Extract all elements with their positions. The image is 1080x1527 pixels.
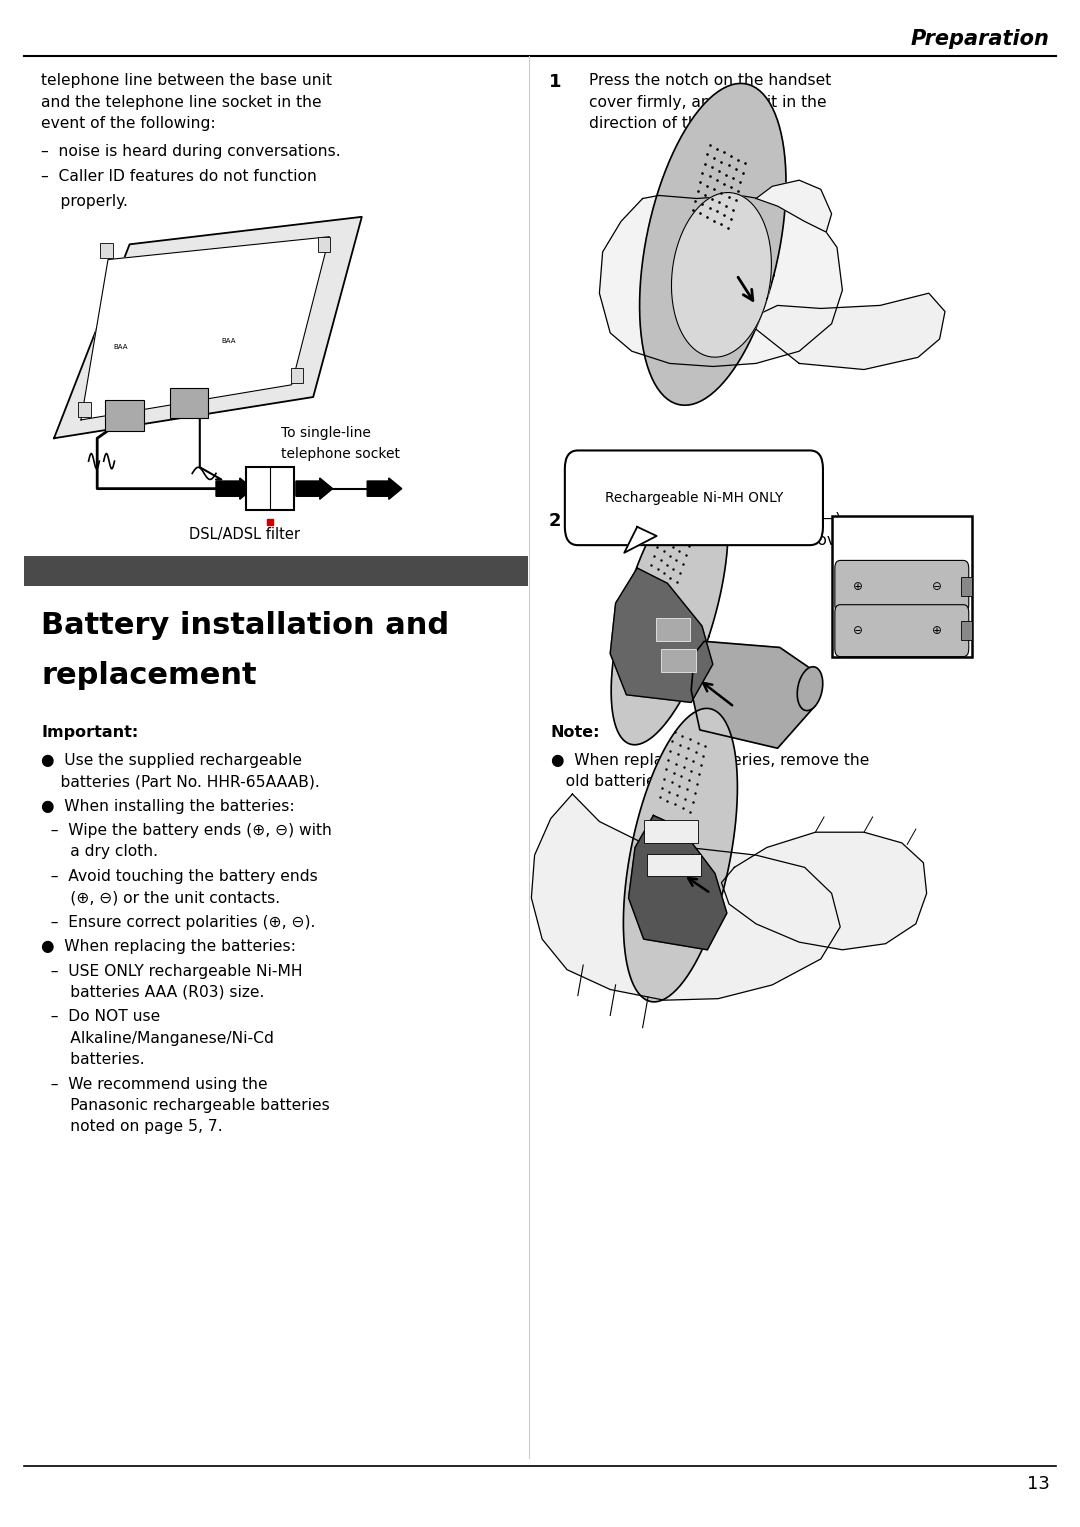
Text: cover firmly, and slide it in the: cover firmly, and slide it in the [589,95,826,110]
Bar [24,556,528,586]
Text: and the telephone line socket in the: and the telephone line socket in the [41,95,322,110]
Text: batteries.: batteries. [41,1052,145,1067]
Text: Important:: Important: [41,725,138,741]
Text: –  Avoid touching the battery ends: – Avoid touching the battery ends [41,869,318,884]
Text: end first. Close the handset cover.: end first. Close the handset cover. [589,533,855,548]
Text: Preparation: Preparation [910,29,1050,49]
Text: (⊕, ⊖) or the unit contacts.: (⊕, ⊖) or the unit contacts. [41,890,280,906]
Text: Panasonic rechargeable batteries: Panasonic rechargeable batteries [41,1098,329,1113]
Bar [644,820,698,843]
FancyBboxPatch shape [835,605,969,657]
Polygon shape [691,641,815,748]
Text: Alkaline/Manganese/Ni-Cd: Alkaline/Manganese/Ni-Cd [41,1031,274,1046]
Text: event of the following:: event of the following: [41,116,216,131]
Text: –  Do NOT use: – Do NOT use [41,1009,160,1025]
Ellipse shape [797,667,823,710]
Text: ⊕: ⊕ [853,580,863,592]
Text: direction of the arrow.: direction of the arrow. [589,116,759,131]
Text: old batteries.: old batteries. [551,774,669,789]
Polygon shape [672,192,771,357]
Polygon shape [610,568,713,702]
FancyArrow shape [296,478,333,499]
Polygon shape [756,180,832,232]
Text: Note:: Note: [551,725,600,741]
Polygon shape [721,832,927,950]
Polygon shape [81,237,329,420]
Text: –  noise is heard during conversations.: – noise is heard during conversations. [41,144,340,159]
Text: Insert the batteries negative (−): Insert the batteries negative (−) [589,512,840,527]
Text: To single-line: To single-line [281,426,370,440]
FancyArrow shape [367,478,402,499]
Polygon shape [624,527,657,553]
Text: ⊖: ⊖ [932,580,942,592]
Text: –  Ensure correct polarities (⊕, ⊖).: – Ensure correct polarities (⊕, ⊖). [41,915,315,930]
Polygon shape [54,217,362,438]
Bar [246,467,294,510]
Text: ⊕: ⊕ [932,625,942,637]
Text: batteries (Part No. HHR-65AAAB).: batteries (Part No. HHR-65AAAB). [41,774,320,789]
Bar [961,621,972,640]
Text: Rechargeable Ni-MH ONLY: Rechargeable Ni-MH ONLY [605,490,783,505]
FancyArrow shape [216,478,253,499]
Bar [647,854,701,876]
Text: ⊖: ⊖ [853,625,863,637]
Text: 13: 13 [1027,1475,1050,1493]
Text: telephone line between the base unit: telephone line between the base unit [41,73,332,89]
Text: ●  Use the supplied rechargeable: ● Use the supplied rechargeable [41,753,302,768]
Bar [170,388,208,418]
Text: ●  When replacing the batteries:: ● When replacing the batteries: [41,939,296,954]
Polygon shape [629,815,727,950]
Polygon shape [531,794,840,1000]
Text: Battery installation and: Battery installation and [41,611,449,640]
Polygon shape [599,195,842,366]
FancyBboxPatch shape [565,450,823,545]
Bar [832,516,972,657]
Text: batteries AAA (R03) size.: batteries AAA (R03) size. [41,985,265,1000]
FancyBboxPatch shape [835,560,969,612]
Text: 2: 2 [549,512,562,530]
Polygon shape [623,709,738,1002]
Text: noted on page 5, 7.: noted on page 5, 7. [41,1119,222,1135]
Text: Press the notch on the handset: Press the notch on the handset [589,73,831,89]
Polygon shape [611,476,728,745]
Text: ●  When replacing batteries, remove the: ● When replacing batteries, remove the [551,753,869,768]
Text: BAA: BAA [113,344,127,350]
Polygon shape [745,293,945,370]
Text: replacement: replacement [41,661,257,690]
Text: –  USE ONLY rechargeable Ni-MH: – USE ONLY rechargeable Ni-MH [41,964,302,979]
Text: BAA: BAA [221,337,235,344]
Bar [291,368,303,383]
Bar [78,402,91,417]
Bar [661,649,696,672]
Text: –  We recommend using the: – We recommend using the [41,1077,268,1092]
Bar [318,237,330,252]
Polygon shape [639,84,786,405]
Text: properly.: properly. [41,194,127,209]
Text: telephone socket: telephone socket [281,447,400,461]
Bar [961,577,972,596]
Bar [100,243,113,258]
Text: –  Caller ID features do not function: – Caller ID features do not function [41,169,316,185]
Text: 1: 1 [549,73,562,92]
Text: DSL/ADSL filter: DSL/ADSL filter [189,527,300,542]
Bar [656,618,690,641]
Text: a dry cloth.: a dry cloth. [41,844,158,860]
Text: –  Wipe the battery ends (⊕, ⊖) with: – Wipe the battery ends (⊕, ⊖) with [41,823,332,838]
Bar [105,400,144,431]
Text: ●  When installing the batteries:: ● When installing the batteries: [41,799,295,814]
